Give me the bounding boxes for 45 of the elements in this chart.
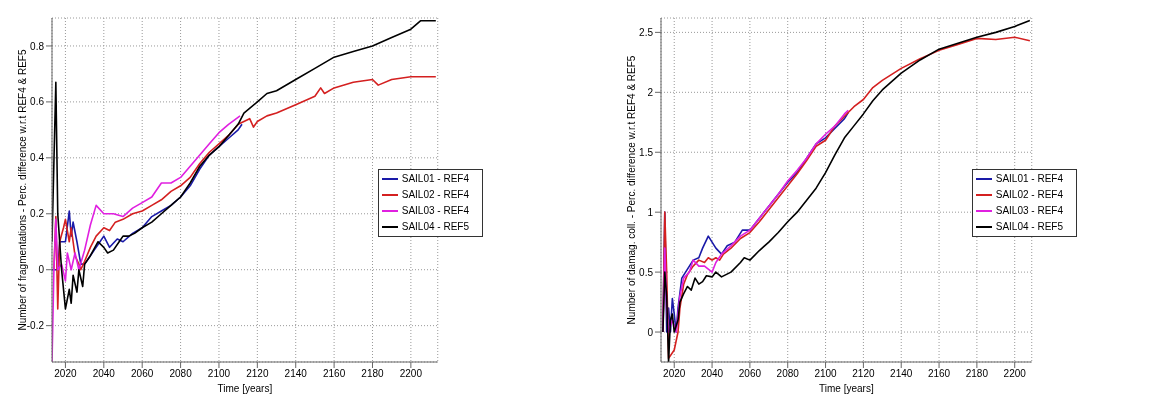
legend-label: SAIL02 - REF4 [401,188,469,200]
x-tick-label: 2080 [169,368,193,380]
x-tick-label: 2180 [965,368,989,380]
y-tick-label: 1.5 [639,146,654,158]
x-tick-label: 2060 [131,368,154,380]
x-tick-label: 2060 [738,368,762,380]
y-tick-label: 2 [647,86,654,98]
x-tick-label: 2080 [776,368,800,380]
x-tick-label: 2140 [890,368,913,380]
y-tick-label: -0.2 [26,320,45,332]
x-tick-label: 2120 [246,368,269,380]
legend-label: SAIL03 - REF4 [995,204,1063,216]
y-tick-label: 0.6 [30,96,45,108]
x-tick-label: 2200 [399,368,423,380]
y-axis-title: Number of damag. coll. - Perc. difference w.r.t REF4 & REF5 [625,55,637,325]
x-tick-label: 2160 [322,368,346,380]
legend-label: SAIL03 - REF4 [401,204,469,216]
y-tick-label: 1 [647,206,654,218]
legend-label: SAIL01 - REF4 [995,172,1063,184]
y-tick-label: 0.2 [30,208,45,220]
y-tick-label: 0.8 [30,40,45,52]
x-tick-label: 2120 [852,368,875,380]
legend-label: SAIL01 - REF4 [401,172,469,184]
legend-label: SAIL02 - REF4 [995,188,1063,200]
x-tick-label: 2180 [361,368,385,380]
legend-label: SAIL04 - REF5 [995,220,1063,232]
x-tick-label: 2200 [1003,368,1027,380]
x-tick-label: 2160 [927,368,951,380]
x-axis-title: Time [years] [819,383,874,394]
x-tick-label: 2040 [92,368,116,380]
x-tick-label: 2020 [663,368,686,380]
line-series [53,75,437,310]
y-tick-label: 0 [38,264,45,276]
y-axis-title: Number of fragmentations - Perc. difference w.r.t REF4 & REF5 [16,49,28,331]
legend-label: SAIL04 - REF5 [401,220,469,232]
y-tick-label: 0.5 [639,266,654,278]
y-tick-label: 0 [647,326,654,338]
x-tick-label: 2100 [207,368,231,380]
x-tick-label: 2100 [814,368,838,380]
x-axis-title: Time [years] [217,383,273,394]
y-tick-label: 2.5 [639,26,654,38]
y-tick-label: 0.4 [30,152,45,164]
x-tick-label: 2040 [700,368,724,380]
x-tick-label: 2020 [54,368,77,380]
x-tick-label: 2140 [284,368,308,380]
